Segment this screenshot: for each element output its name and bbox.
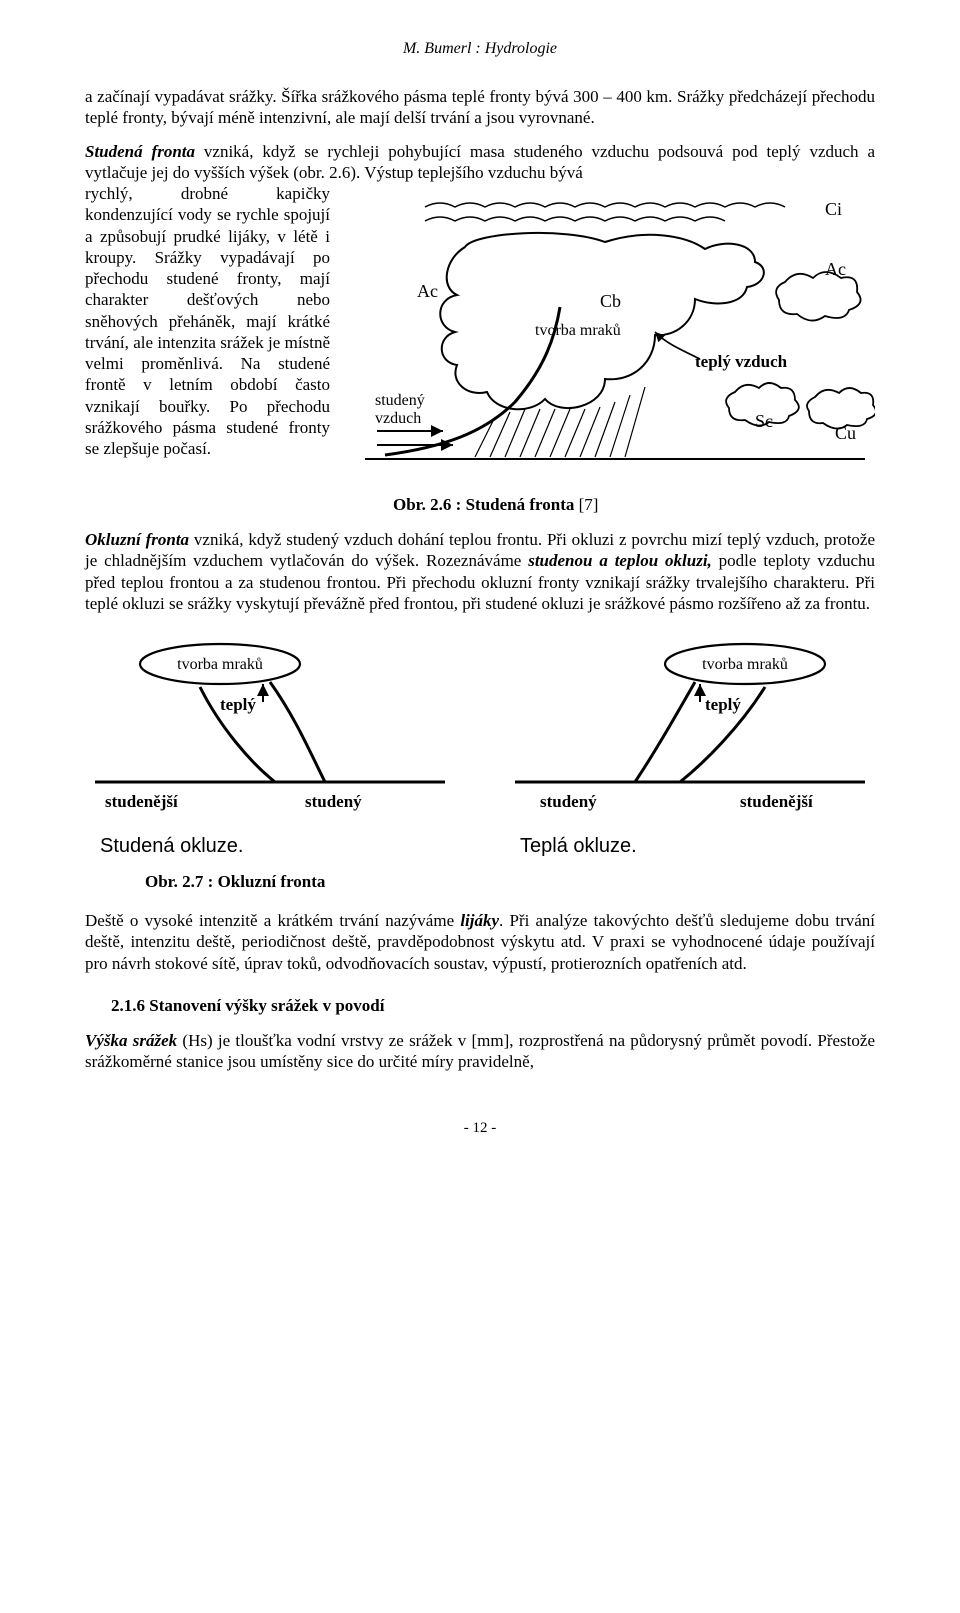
paragraph-2-wrap: rychlý, drobné kapičky kondenzující vody… xyxy=(85,183,330,459)
label-sc: Sc xyxy=(755,411,773,431)
lead-studena-fronta: Studená fronta xyxy=(85,142,195,161)
paragraph-2-intro: Studená fronta vzniká, když se rychleji … xyxy=(85,141,875,184)
studena-fronta-block: rychlý, drobné kapičky kondenzující vody… xyxy=(85,183,875,515)
label-vzduch: vzduch xyxy=(375,410,421,427)
paragraph-3: Okluzní fronta vzniká, když studený vzdu… xyxy=(85,529,875,614)
label-cb: Cb xyxy=(600,291,621,311)
fig27-right-teply: teplý xyxy=(705,695,741,714)
figure-2-7-caption: Obr. 2.7 : Okluzní fronta xyxy=(145,872,875,892)
figure-2-7: tvorba mraků teplý studenější studený St… xyxy=(85,632,875,862)
fig27-left-oval: tvorba mraků xyxy=(177,656,263,673)
fig27-left-teply: teplý xyxy=(220,695,256,714)
para5-body: (Hs) je tloušťka vodní vrstvy ze srážek … xyxy=(85,1031,875,1071)
section-heading-2-1-6: 2.1.6 Stanovení výšky srážek v povodí xyxy=(111,996,875,1016)
para4-lijaky: lijáky xyxy=(460,911,499,930)
lead-vyska-srazek: Výška srážek xyxy=(85,1031,177,1050)
fig27-right-studenejsi: studenější xyxy=(740,792,813,811)
paragraph-4: Deště o vysoké intenzitě a krátkém trván… xyxy=(85,910,875,974)
label-teply-vzduch: teplý vzduch xyxy=(695,352,788,371)
paragraph-5: Výška srážek (Hs) je tloušťka vodní vrst… xyxy=(85,1030,875,1073)
fig26-caption-bold: Obr. 2.6 : Studená fronta xyxy=(393,495,574,514)
fig27-left-title: Studená okluze. xyxy=(100,835,243,857)
figure-2-6-caption: Obr. 2.6 : Studená fronta [7] xyxy=(355,495,875,515)
page-number: - 12 - xyxy=(85,1120,875,1137)
para4-a: Deště o vysoké intenzitě a krátkém trván… xyxy=(85,911,460,930)
label-ci: Ci xyxy=(825,199,842,219)
fig27-right-title: Teplá okluze. xyxy=(520,835,637,857)
label-tvorba: tvorba mraků xyxy=(535,322,621,339)
fig27-left-studeny: studený xyxy=(305,792,362,811)
fig27-right-studeny: studený xyxy=(540,792,597,811)
fig27-left-studenejsi: studenější xyxy=(105,792,178,811)
para3-mid-bi: studenou a teplou okluzi, xyxy=(528,551,712,570)
paragraph-1: a začínají vypadávat srážky. Šířka srážk… xyxy=(85,86,875,129)
label-ac-right: Ac xyxy=(825,259,846,279)
label-cu: Cu xyxy=(835,423,856,443)
lead-okluzni-fronta: Okluzní fronta xyxy=(85,530,189,549)
label-ac-left: Ac xyxy=(417,281,438,301)
fig26-caption-tail: [7] xyxy=(574,495,598,514)
para2-intro-text: vzniká, když se rychleji pohybující masa… xyxy=(85,142,875,182)
figure-2-6: Ci Ac Cb tvorba mraků Ac teplý vzduch Sc xyxy=(355,187,875,515)
label-studeny: studený xyxy=(375,392,425,409)
fig27-right-oval: tvorba mraků xyxy=(702,656,788,673)
running-header: M. Bumerl : Hydrologie xyxy=(85,40,875,58)
